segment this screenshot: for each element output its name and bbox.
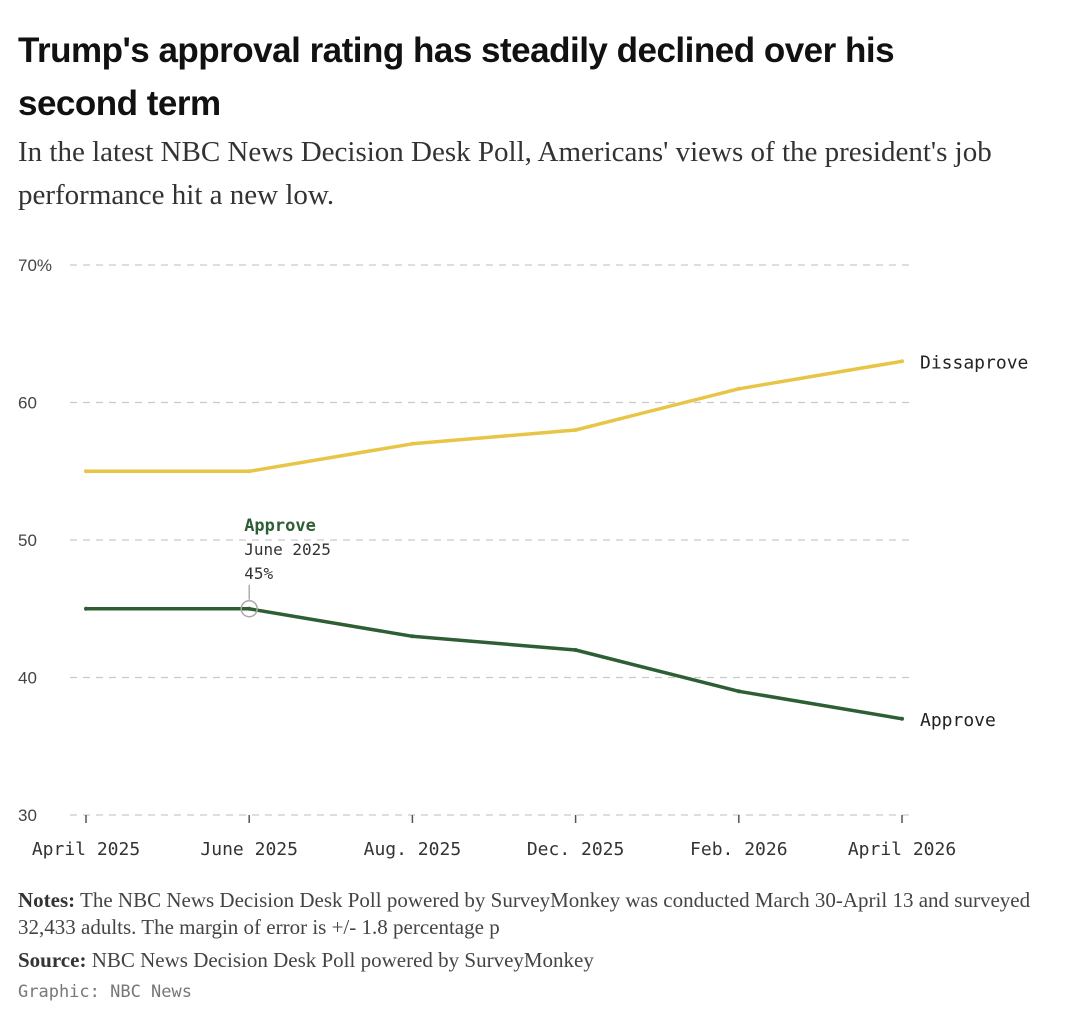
x-axis: April 2025 June 2025 Aug. 2025 Dec. 2025 Feb…: [32, 815, 956, 860]
x-tick-label: April 2025: [32, 839, 140, 860]
chart-subtitle: In the latest NBC News Decision Desk Pol…: [18, 136, 992, 211]
y-tick-label-70: 70%: [18, 256, 52, 275]
approve-line: [84, 607, 904, 721]
approve-end-label: Approve: [920, 710, 996, 731]
dissaprove-point: [736, 386, 741, 391]
dissaprove-point: [84, 469, 88, 474]
approve-point: [573, 648, 578, 652]
x-tick-label: Dec. 2025: [527, 839, 625, 860]
y-axis-ticks: 30 40 50 60 70%: [18, 256, 52, 825]
y-tick-label-60: 60: [18, 394, 37, 413]
y-tick-label-50: 50: [18, 531, 37, 550]
approve-point: [247, 606, 252, 611]
approve-point: [410, 634, 415, 639]
annotation-title: Approve: [244, 516, 316, 536]
x-tick-label: Feb. 2026: [690, 839, 788, 860]
dissaprove-point: [410, 441, 415, 446]
chart-source: Source: NBC News Decision Desk Poll powe…: [18, 947, 1058, 974]
approve-point: [900, 716, 904, 721]
series-group: Dissaprove Approve: [84, 352, 1028, 731]
dissaprove-line: [84, 359, 904, 474]
dissaprove-point: [573, 428, 578, 432]
annotation-value: 45%: [244, 564, 273, 583]
dissaprove-point: [247, 469, 252, 474]
grid-lines: [70, 264, 915, 816]
chart-notes: Notes: The NBC News Decision Desk Poll p…: [18, 887, 1058, 941]
annotation-date: June 2025: [244, 540, 331, 559]
graphic-credit: Graphic: NBC News: [18, 982, 192, 1002]
source-label: Source:: [18, 948, 87, 972]
notes-label: Notes:: [18, 888, 76, 912]
dissaprove-end-label: Dissaprove: [920, 352, 1028, 373]
annotation-group: Approve June 2025 45%: [240, 516, 331, 618]
source-text: NBC News Decision Desk Poll powered by S…: [91, 948, 594, 972]
x-tick-label: Aug. 2025: [364, 839, 462, 860]
approve-point: [736, 689, 741, 694]
x-tick-label: April 2026: [848, 839, 956, 860]
notes-text: The NBC News Decision Desk Poll powered …: [18, 888, 1031, 939]
y-tick-label-40: 40: [18, 669, 37, 688]
line-chart: 30 40 50 60 70% April 2025 June 2025 Aug. 2025…: [18, 256, 1028, 860]
x-tick-label: June 2025: [200, 839, 298, 860]
y-tick-label-30: 30: [18, 806, 37, 825]
annotation-marker: [240, 600, 258, 618]
dissaprove-point: [900, 359, 904, 364]
approve-point: [84, 606, 88, 611]
chart-title: Trump's approval rating has steadily dec…: [18, 31, 895, 123]
